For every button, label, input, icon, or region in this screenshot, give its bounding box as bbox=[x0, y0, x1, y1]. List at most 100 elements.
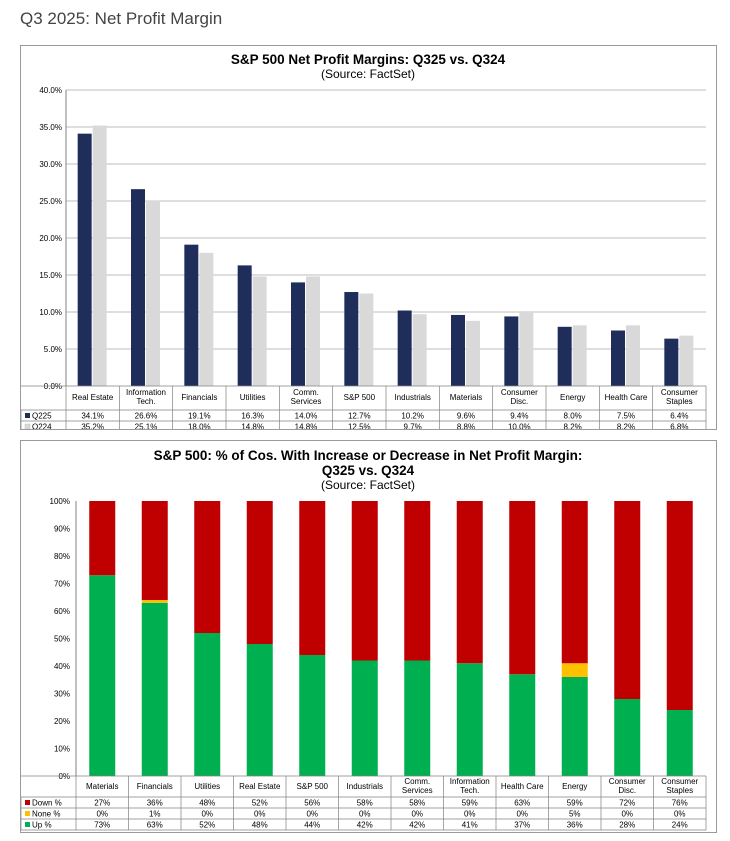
data-label: 9.6% bbox=[457, 412, 475, 421]
bar-q225-financials bbox=[184, 244, 199, 386]
data-label: 1% bbox=[149, 810, 161, 819]
data-label: 18.0% bbox=[188, 423, 211, 430]
data-label: 9.7% bbox=[404, 423, 422, 430]
data-label: 37% bbox=[514, 821, 530, 830]
data-label: 48% bbox=[252, 821, 268, 830]
data-label: 16.3% bbox=[241, 412, 264, 421]
legend-label-q224: Q224 bbox=[32, 423, 52, 430]
bar-q225-consumer-disc bbox=[504, 316, 519, 386]
bar-q224-energy bbox=[572, 325, 587, 386]
data-label: 25.1% bbox=[135, 423, 158, 430]
legend-label-q225: Q225 bbox=[32, 412, 52, 421]
data-label: 5% bbox=[569, 810, 581, 819]
bar-q225-consumer-staples bbox=[664, 338, 679, 386]
data-label: 0% bbox=[411, 810, 423, 819]
data-label: 76% bbox=[672, 799, 688, 808]
bar-up-industrials bbox=[351, 660, 378, 776]
legend-label-down: Down % bbox=[32, 799, 62, 808]
category-label: Energy bbox=[560, 393, 585, 402]
bar-up-comm-services bbox=[404, 660, 431, 776]
bar-down-materials bbox=[89, 501, 116, 576]
data-label: 19.1% bbox=[188, 412, 211, 421]
y-tick-label: 0% bbox=[58, 772, 70, 781]
data-label: 48% bbox=[199, 799, 215, 808]
data-label: 0% bbox=[306, 810, 318, 819]
y-tick-label: 30% bbox=[54, 690, 70, 699]
data-label: 52% bbox=[252, 799, 268, 808]
category-label: Consumer Staples bbox=[661, 388, 698, 406]
category-label: Comm. Services bbox=[291, 388, 322, 406]
data-label: 35.2% bbox=[81, 423, 104, 430]
data-label: 0% bbox=[464, 810, 476, 819]
y-tick-label: 40.0% bbox=[39, 86, 62, 95]
bar-up-materials bbox=[89, 575, 116, 776]
category-label: S&P 500 bbox=[297, 782, 329, 791]
margin-change-chart-panel: S&P 500: % of Cos. With Increase or Decr… bbox=[20, 440, 717, 833]
legend-swatch-up bbox=[25, 822, 30, 827]
data-label: 59% bbox=[462, 799, 478, 808]
data-label: 36% bbox=[567, 821, 583, 830]
data-label: 36% bbox=[147, 799, 163, 808]
bar-down-s-p-500 bbox=[299, 501, 326, 655]
data-label: 0% bbox=[621, 810, 633, 819]
bar-q225-health-care bbox=[611, 330, 625, 386]
y-tick-label: 100% bbox=[50, 497, 70, 506]
bar-down-health-care bbox=[509, 501, 536, 675]
data-label: 26.6% bbox=[135, 412, 158, 421]
bar-down-real-estate bbox=[246, 501, 273, 644]
net-margin-chart-panel: S&P 500 Net Profit Margins: Q325 vs. Q32… bbox=[20, 45, 717, 430]
category-label: Financials bbox=[181, 393, 217, 402]
data-label: 56% bbox=[304, 799, 320, 808]
data-label: 6.8% bbox=[670, 423, 688, 430]
bar-q225-s-p-500 bbox=[344, 292, 359, 386]
data-label: 44% bbox=[304, 821, 320, 830]
data-label: 8.8% bbox=[457, 423, 475, 430]
chart-title: S&P 500 Net Profit Margins: Q325 vs. Q32… bbox=[231, 52, 506, 67]
legend-swatch-q224 bbox=[24, 423, 31, 429]
bar-q224-consumer-disc bbox=[519, 312, 534, 386]
category-label: Real Estate bbox=[72, 393, 114, 402]
bar-none-energy bbox=[561, 663, 588, 677]
data-label: 0% bbox=[254, 810, 266, 819]
data-label: 12.7% bbox=[348, 412, 371, 421]
bar-q224-financials bbox=[199, 252, 214, 386]
bar-q225-energy bbox=[557, 326, 572, 386]
category-label: Energy bbox=[562, 782, 587, 791]
y-tick-label: 0.0% bbox=[44, 382, 62, 391]
y-tick-label: 50% bbox=[54, 635, 70, 644]
data-label: 8.0% bbox=[564, 412, 582, 421]
category-label: Utilities bbox=[240, 393, 266, 402]
data-label: 63% bbox=[514, 799, 530, 808]
y-tick-label: 10.0% bbox=[39, 308, 62, 317]
y-tick-label: 40% bbox=[54, 662, 70, 671]
bar-none-financials bbox=[141, 600, 168, 603]
net-margin-chart: S&P 500 Net Profit Margins: Q325 vs. Q32… bbox=[21, 52, 707, 430]
chart-title: S&P 500: % of Cos. With Increase or Decr… bbox=[154, 448, 583, 463]
bar-up-s-p-500 bbox=[299, 655, 326, 776]
data-label: 8.2% bbox=[617, 423, 635, 430]
y-tick-label: 5.0% bbox=[44, 345, 62, 354]
data-label: 10.0% bbox=[508, 423, 531, 430]
bar-down-energy bbox=[561, 501, 588, 664]
category-label: Materials bbox=[450, 393, 482, 402]
category-label: S&P 500 bbox=[344, 393, 376, 402]
y-tick-label: 30.0% bbox=[39, 160, 62, 169]
data-label: 73% bbox=[94, 821, 110, 830]
data-label: 0% bbox=[516, 810, 528, 819]
data-label: 34.1% bbox=[81, 412, 104, 421]
data-label: 58% bbox=[409, 799, 425, 808]
data-label: 9.4% bbox=[510, 412, 528, 421]
bar-down-consumer-staples bbox=[666, 501, 693, 710]
bar-q225-information-tech bbox=[131, 189, 145, 386]
y-tick-label: 25.0% bbox=[39, 197, 62, 206]
data-label: 41% bbox=[462, 821, 478, 830]
bar-down-consumer-disc bbox=[614, 501, 641, 699]
category-label: Information Tech. bbox=[126, 388, 166, 406]
chart-title-line2: Q325 vs. Q324 bbox=[322, 463, 415, 478]
data-label: 14.8% bbox=[241, 423, 264, 430]
category-label: Comm. Services bbox=[402, 777, 433, 795]
data-label: 0% bbox=[96, 810, 108, 819]
category-label: Health Care bbox=[501, 782, 544, 791]
y-tick-label: 20.0% bbox=[39, 234, 62, 243]
bar-down-information-tech bbox=[456, 501, 483, 664]
